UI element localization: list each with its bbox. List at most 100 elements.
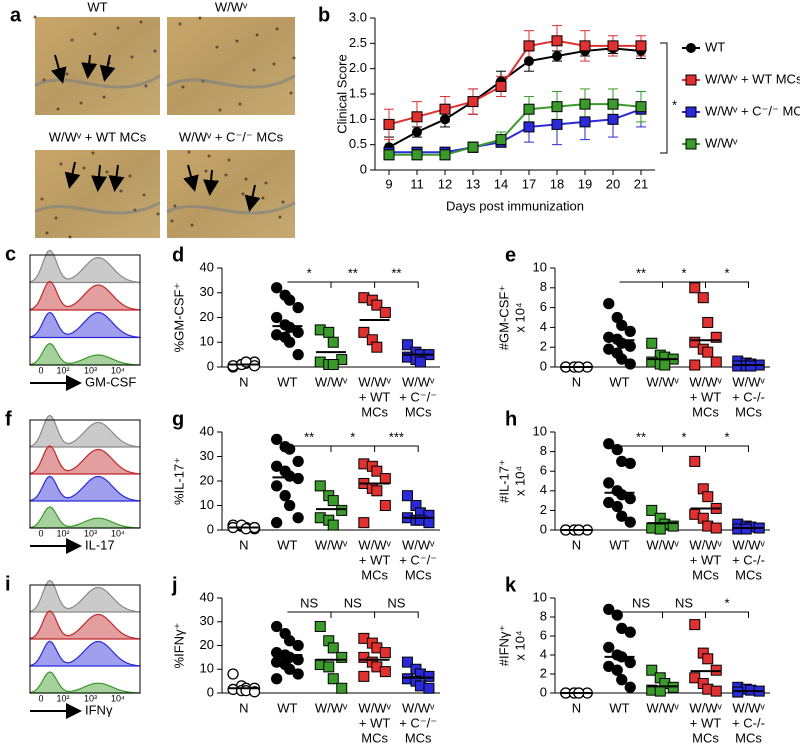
point xyxy=(270,673,283,685)
x-tick-label: W/Wᵛ xyxy=(315,374,348,389)
stain-dot xyxy=(264,181,268,185)
point xyxy=(467,141,479,153)
y-tick-label: 10 xyxy=(533,589,547,604)
x-tick-label: W/Wᵛ xyxy=(315,537,348,552)
stain-dot xyxy=(59,162,63,166)
x-tick-label: 9 xyxy=(385,176,392,191)
x-tick-label: W/Wᵛ xyxy=(732,537,765,552)
point xyxy=(292,639,304,652)
point xyxy=(523,40,535,52)
stain-dot xyxy=(181,85,185,89)
y-tick-label: 20 xyxy=(200,309,214,324)
x-tick-label: W/Wᵛ xyxy=(315,700,348,715)
stain-dot xyxy=(204,169,208,173)
point xyxy=(624,681,636,693)
y-tick-label: 10 xyxy=(533,423,547,438)
sig-bracket xyxy=(660,42,668,154)
x-tick-label: MCs xyxy=(405,404,432,419)
y-tick-label: 2 xyxy=(540,665,547,680)
point xyxy=(270,460,283,472)
point xyxy=(710,331,722,343)
sig-bracket xyxy=(705,281,749,288)
y-tick-label: 0.5 xyxy=(349,136,367,151)
sig-bracket xyxy=(287,281,332,288)
x-tick-label: WT xyxy=(609,700,629,715)
x-tick-label: W/Wᵛ xyxy=(732,374,765,389)
x-tick-label: 0 xyxy=(38,528,43,538)
x-tick-label: 10⁴ xyxy=(111,365,125,375)
x-tick-label: 10² xyxy=(56,693,69,703)
stain-dot xyxy=(156,212,160,216)
sig-bracket xyxy=(331,281,376,288)
point xyxy=(624,516,636,528)
x-tick-label: 10⁴ xyxy=(111,528,125,538)
x-tick-label: 11 xyxy=(410,176,424,191)
panel-letter: i xyxy=(5,573,11,595)
x-tick-label: + C-/- xyxy=(732,715,765,730)
legend-marker xyxy=(686,43,696,53)
point xyxy=(227,668,239,680)
y-axis-title: %GM-CSF⁺ xyxy=(171,283,186,353)
stain-dot xyxy=(102,95,106,99)
y-tick-label: 4 xyxy=(540,319,547,334)
arrow xyxy=(183,164,199,192)
point xyxy=(371,465,383,477)
point xyxy=(270,282,283,294)
point xyxy=(292,512,304,524)
x-axis-title: IFNγ xyxy=(85,702,113,717)
stain-dot xyxy=(105,170,109,174)
y-axis-title: #IFNγ⁺ xyxy=(496,625,511,667)
point xyxy=(283,635,296,647)
point xyxy=(327,336,339,348)
plot-frame xyxy=(29,254,141,366)
point xyxy=(292,348,304,361)
y-tick-label: 6 xyxy=(540,463,547,478)
x-tick-label: MCs xyxy=(361,730,388,745)
stain-dot xyxy=(252,68,256,72)
point xyxy=(579,40,591,52)
point xyxy=(624,340,636,352)
point xyxy=(523,121,535,133)
point xyxy=(689,282,701,294)
arrow xyxy=(91,164,108,192)
point xyxy=(358,517,370,529)
x-tick-label: N xyxy=(239,537,248,552)
x-tick-label: MCs xyxy=(735,404,762,419)
point xyxy=(423,670,435,682)
significance: * xyxy=(307,265,312,280)
point xyxy=(379,666,391,678)
stain-dot xyxy=(235,39,239,43)
x-tick-label: W/Wᵛ xyxy=(402,700,435,715)
point xyxy=(524,56,534,67)
histogram-area xyxy=(29,249,141,284)
stain-dot xyxy=(255,33,259,37)
point xyxy=(379,500,391,511)
point xyxy=(551,101,563,113)
point xyxy=(551,118,563,130)
x-tick-label: W/Wᵛ xyxy=(402,537,435,552)
point xyxy=(702,491,714,503)
point xyxy=(616,319,628,332)
x-tick-label: MCs xyxy=(692,404,719,419)
stain-dot xyxy=(241,192,245,196)
x-tick-label: + C⁻/⁻ xyxy=(399,389,437,404)
point xyxy=(383,118,395,130)
y-axis-title: #IL-17⁺ xyxy=(496,459,511,503)
x-tick-label: W/Wᵛ xyxy=(689,374,722,389)
x-tick-label: + WT xyxy=(690,552,721,567)
sig-bracket xyxy=(705,445,749,452)
point xyxy=(551,35,563,47)
point xyxy=(702,346,714,358)
point xyxy=(248,360,261,372)
x-tick-label: W/Wᵛ xyxy=(358,374,391,389)
y-tick-label: 4 xyxy=(540,482,547,497)
y-axis-title: %IL-17⁺ xyxy=(171,457,186,505)
point xyxy=(283,336,296,348)
point xyxy=(283,663,296,675)
point xyxy=(579,98,591,110)
arrow xyxy=(51,54,67,84)
sig-bracket xyxy=(619,281,663,288)
significance: * xyxy=(724,429,729,444)
label-bg xyxy=(167,127,295,149)
stain-dot xyxy=(261,196,265,200)
